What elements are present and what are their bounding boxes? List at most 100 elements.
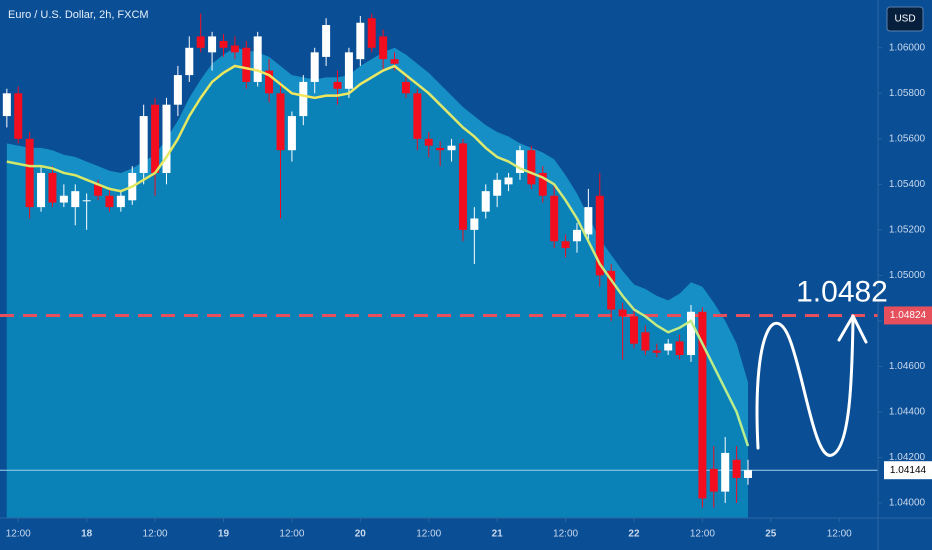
plot-area	[0, 13, 878, 519]
x-tick-label: 22	[628, 529, 640, 540]
candle-body	[458, 143, 467, 230]
candle-body	[299, 81, 308, 117]
candle-body	[196, 36, 205, 48]
candle-body	[344, 52, 353, 89]
candle-body	[515, 150, 524, 173]
x-tick-label: 12:00	[279, 529, 304, 540]
x-tick-label: 19	[218, 529, 230, 540]
price-line-label: 1.04824	[890, 310, 927, 321]
chart-title: Euro / U.S. Dollar, 2h, FXCM	[8, 9, 149, 21]
candle-body	[572, 229, 581, 242]
candle-body	[447, 145, 456, 151]
candle-body	[424, 138, 433, 146]
candle-body	[527, 150, 536, 185]
currency-label[interactable]: USD	[894, 14, 915, 25]
last-price-tag	[884, 461, 932, 480]
x-tick-label: 12:00	[690, 529, 715, 540]
candle-body	[185, 47, 194, 76]
candle-body	[550, 195, 559, 242]
candle-body	[287, 116, 296, 151]
candle-body	[618, 309, 627, 317]
annotation-text: 1.0482	[796, 275, 888, 308]
candle-body	[379, 36, 388, 60]
candle-body	[629, 316, 638, 344]
candle-body	[561, 241, 570, 249]
candle-body	[584, 207, 593, 235]
y-tick-label: 1.05800	[889, 88, 926, 99]
candle-body	[71, 191, 80, 208]
candle-body	[48, 172, 57, 203]
x-tick-label: 12:00	[416, 529, 441, 540]
x-tick-label: 20	[355, 529, 367, 540]
candle-body	[481, 191, 490, 212]
candle-body	[367, 18, 376, 48]
candle-body	[732, 459, 741, 478]
y-tick-label: 1.05200	[889, 225, 926, 236]
y-tick-label: 1.05600	[889, 133, 926, 144]
candle-body	[686, 311, 695, 356]
candle-body	[675, 341, 684, 356]
candle-body	[721, 452, 730, 492]
candle-body	[219, 40, 228, 48]
candle-body	[413, 93, 422, 139]
candle-body	[664, 343, 673, 351]
y-tick-label: 1.05400	[889, 179, 926, 190]
candle-body	[162, 104, 171, 173]
candle-body	[744, 470, 753, 478]
ma-line	[6, 64, 750, 447]
annotation-arrow	[755, 318, 855, 457]
ma-area	[6, 66, 749, 518]
candle-body	[25, 138, 34, 208]
candle-body	[470, 218, 479, 230]
candle-body	[436, 147, 445, 151]
candle-body	[310, 52, 319, 82]
candle-body	[652, 350, 661, 353]
y-tick-label: 1.04000	[889, 498, 926, 509]
x-tick-label: 12:00	[6, 529, 31, 540]
candle-body	[105, 195, 114, 208]
candle-body	[208, 36, 217, 53]
price-line-tag	[884, 306, 932, 325]
y-tick-label: 1.04600	[889, 361, 926, 372]
candle-body	[698, 311, 707, 499]
x-tick-label: 12:00	[827, 529, 852, 540]
y-tick-label: 1.04400	[889, 407, 926, 418]
candle-body	[538, 172, 547, 196]
candle-body	[253, 36, 262, 82]
candle-body	[493, 179, 502, 196]
y-tick-label: 1.05000	[889, 270, 926, 281]
x-tick-label: 21	[492, 529, 504, 540]
y-tick-label: 1.06000	[889, 42, 926, 53]
candle-body	[139, 116, 148, 173]
x-tick-label: 25	[765, 529, 777, 540]
candle-body	[173, 75, 182, 105]
candle-body	[230, 45, 239, 53]
currency-button[interactable]	[886, 6, 924, 32]
candle-body	[322, 25, 331, 57]
candle-body	[401, 81, 410, 94]
annotation-arrowhead	[837, 314, 868, 344]
candle-body	[14, 93, 23, 139]
last-price-label: 1.04144	[890, 465, 927, 476]
candle-body	[2, 93, 11, 117]
candle-body	[242, 47, 251, 82]
candle-body	[356, 22, 365, 60]
y-tick-label: 1.04200	[889, 452, 926, 463]
candle-body	[82, 200, 91, 202]
candle-body	[94, 184, 103, 196]
x-tick-label: 12:00	[143, 529, 168, 540]
candle-body	[390, 59, 399, 64]
candle-body	[151, 104, 160, 173]
candle-body	[641, 332, 650, 351]
candle-body	[333, 81, 342, 89]
candle-body	[709, 468, 718, 492]
candle-body	[595, 195, 604, 276]
x-tick-label: 18	[81, 529, 93, 540]
candle-body	[276, 93, 285, 151]
x-tick-label: 12:00	[553, 529, 578, 540]
candle-body	[265, 70, 274, 94]
candle-body	[59, 195, 68, 203]
candle-body	[504, 177, 513, 185]
